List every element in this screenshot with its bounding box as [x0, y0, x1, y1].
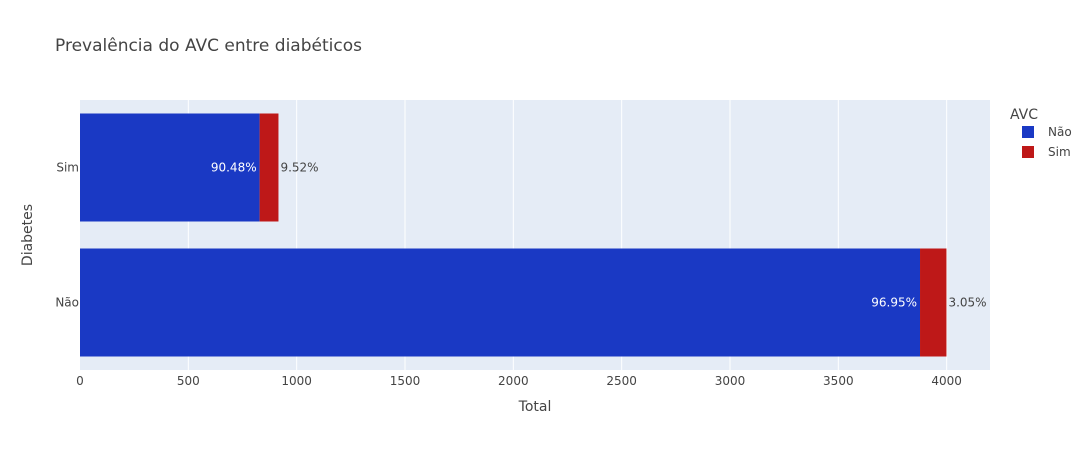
x-tick-label: 2500 — [606, 374, 637, 388]
x-tick-label: 1500 — [390, 374, 421, 388]
bar — [920, 248, 947, 357]
x-tick-label: 3500 — [823, 374, 854, 388]
y-tick-label: Sim — [56, 161, 79, 175]
x-tick-label: 3000 — [715, 374, 746, 388]
x-tick-label: 500 — [177, 374, 200, 388]
legend-item-label[interactable]: Sim — [1048, 145, 1071, 159]
data-label: 3.05% — [948, 296, 986, 310]
x-tick-labels: 0 500 1000 1500 2000 2500 3000 3500 4000 — [76, 374, 962, 388]
x-tick-label: 2000 — [498, 374, 529, 388]
legend: AVC Não Sim — [1010, 107, 1072, 159]
x-tick-label: 0 — [76, 374, 84, 388]
x-tick-label: 1000 — [281, 374, 312, 388]
data-label: 90.48% — [211, 161, 257, 175]
data-label: 96.95% — [871, 296, 917, 310]
legend-swatch[interactable] — [1022, 126, 1034, 138]
legend-title: AVC — [1010, 107, 1038, 123]
x-tick-label: 4000 — [931, 374, 962, 388]
bar — [80, 248, 921, 357]
y-tick-labels: Não Sim — [55, 161, 79, 310]
y-tick-label: Não — [55, 296, 79, 310]
bar — [259, 113, 279, 222]
bar — [80, 113, 260, 222]
chart-title: Prevalência do AVC entre diabéticos — [55, 36, 362, 56]
legend-item-label[interactable]: Não — [1048, 125, 1072, 139]
data-label: 9.52% — [280, 161, 318, 175]
x-axis-title: Total — [518, 399, 552, 415]
legend-swatch[interactable] — [1022, 146, 1034, 158]
bars: 96.95% 3.05% 90.48% 9.52% — [80, 113, 987, 357]
y-axis-title: Diabetes — [20, 204, 36, 266]
